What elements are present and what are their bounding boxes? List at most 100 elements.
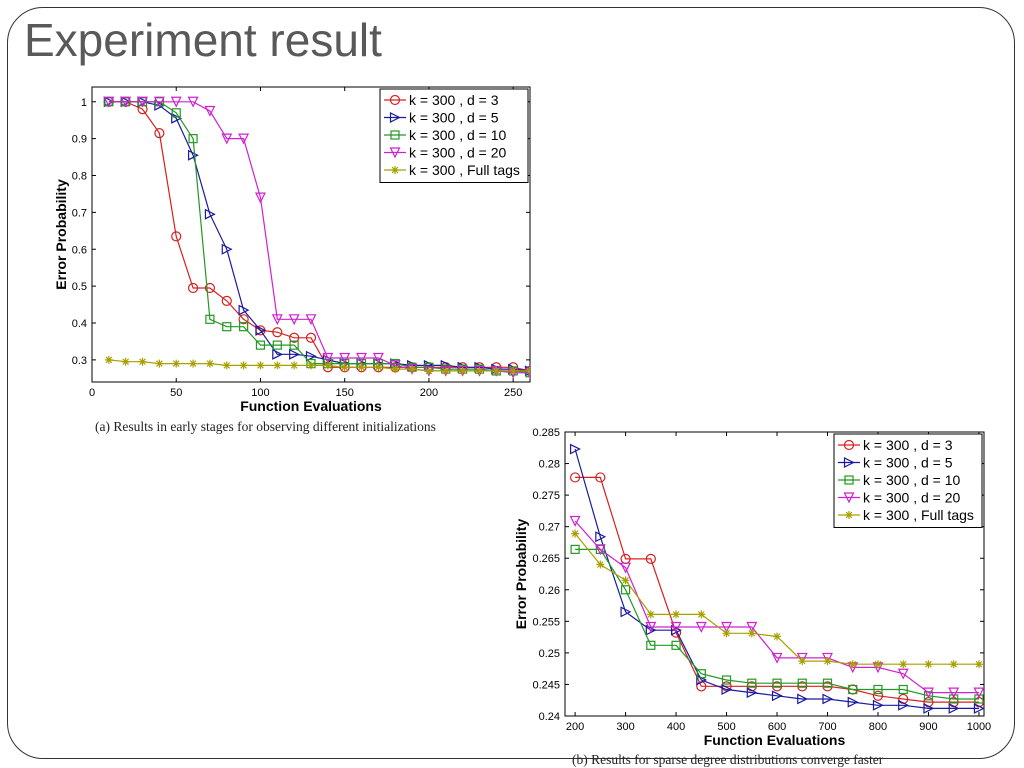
chart-b-x-tick-label: 900 bbox=[919, 721, 937, 733]
chart-b-y-tick-label: 0.26 bbox=[539, 585, 560, 597]
chart-b-series-4-point bbox=[922, 687, 934, 699]
chart-b-series-5 bbox=[571, 529, 983, 669]
chart-a-x-tick-label: 200 bbox=[420, 387, 438, 399]
chart-b-series-4-point bbox=[695, 621, 707, 633]
chart-b-series-2-point bbox=[898, 699, 910, 711]
chart-a-series-4-point bbox=[372, 352, 384, 364]
chart-b-legend-entry: k = 300 , d = 3 bbox=[863, 437, 953, 453]
chart-b-series-4-point bbox=[620, 562, 632, 574]
chart-a-series-5-point bbox=[458, 366, 467, 375]
chart-b-series-3-point bbox=[671, 640, 681, 650]
caption-early-stages: (a) Results in early stages for observin… bbox=[95, 419, 436, 434]
chart-b-series-5-point bbox=[697, 610, 706, 619]
chart-b-series-3-point bbox=[974, 694, 984, 704]
chart-a-series-5-point bbox=[509, 366, 518, 375]
chart-b-series-2-point bbox=[973, 702, 984, 714]
chart-b-x-tick-label: 400 bbox=[667, 721, 685, 733]
chart-a-series-5 bbox=[104, 355, 530, 375]
chart-a-series-5-point bbox=[273, 361, 282, 370]
chart-a-series-4-point bbox=[389, 360, 401, 372]
chart-b-series-3-point bbox=[721, 675, 732, 685]
chart-a-series-2-point bbox=[272, 348, 284, 360]
chart-b-y-tick-label: 0.275 bbox=[532, 490, 560, 502]
chart-b-series-3-point bbox=[772, 678, 782, 688]
chart-a-series-5-point bbox=[189, 359, 198, 368]
chart-b-series-4-point bbox=[645, 621, 657, 633]
chart-sparse-degree: 200 300 400 500 600 700 800 900 1000 0.24 0.245 0.2… bbox=[513, 427, 991, 748]
chart-b-series-5-point bbox=[571, 529, 580, 538]
chart-b-series-5-point bbox=[823, 657, 832, 666]
chart-b-series-5-point bbox=[747, 629, 756, 638]
chart-b-x-tick-label: 300 bbox=[616, 721, 634, 733]
chart-a-series-3-point bbox=[205, 314, 215, 324]
chart-a-legend-entry: k = 300 , d = 5 bbox=[409, 110, 499, 126]
chart-a-legend-entry: k = 300 , Full tags bbox=[409, 162, 520, 178]
chart-b-x-axis-label: Function Evaluations bbox=[704, 732, 846, 748]
chart-b-series-4-line bbox=[574, 520, 979, 694]
chart-a-series-5-point bbox=[256, 361, 265, 370]
chart-a-series-2-point bbox=[289, 348, 300, 360]
chart-b-y-axis-label: Error Probability bbox=[513, 519, 529, 630]
chart-b-series-3-point bbox=[620, 585, 631, 595]
chart-b-y-tick-label: 0.25 bbox=[539, 648, 560, 660]
chart-a-x-tick-label: 0 bbox=[89, 387, 95, 399]
chart-b-series-2-point bbox=[948, 702, 960, 714]
chart-b-series-2-point bbox=[595, 531, 607, 543]
chart-b-x-tick-label: 600 bbox=[768, 721, 786, 733]
chart-b-x-tick-label: 700 bbox=[818, 721, 836, 733]
chart-a-series-5-point bbox=[121, 357, 130, 366]
chart-a-series-4-point bbox=[339, 352, 351, 364]
chart-a-series-5-point bbox=[172, 359, 181, 368]
chart-b-series-3 bbox=[570, 544, 984, 704]
chart-b-series-2-line bbox=[574, 448, 979, 709]
chart-b-series-3-point bbox=[822, 678, 833, 688]
chart-b-series-4-point bbox=[594, 544, 606, 556]
chart-a-series-2-point bbox=[255, 324, 267, 336]
chart-a-series-3-point bbox=[239, 322, 249, 332]
chart-b-y-tick-label: 0.24 bbox=[539, 711, 560, 723]
chart-b-series-1-point bbox=[872, 690, 884, 701]
chart-a-series-4-point bbox=[187, 96, 199, 108]
chart-b-series-3-point bbox=[747, 678, 757, 688]
chart-a-series-3-point bbox=[255, 340, 266, 350]
chart-b-series-4 bbox=[569, 515, 984, 699]
chart-a-legend-marker bbox=[389, 112, 401, 123]
chart-a-series-5-point bbox=[205, 359, 214, 368]
chart-b-series-2-point bbox=[620, 606, 632, 618]
chart-a-series-5-point bbox=[138, 357, 147, 366]
chart-a-series-1-point bbox=[272, 327, 283, 338]
chart-b-series-5-point bbox=[873, 660, 882, 669]
chart-a-series-1-point bbox=[221, 295, 232, 306]
chart-a-series-5-point bbox=[340, 363, 349, 372]
chart-a-series-3-point bbox=[272, 340, 282, 350]
chart-b-series-2-point bbox=[569, 443, 581, 455]
chart-a-series-1-point bbox=[204, 282, 216, 294]
chart-b-series-3-point bbox=[848, 684, 858, 695]
chart-a-series-5-point bbox=[239, 361, 248, 370]
chart-b-series-5-point bbox=[848, 660, 857, 669]
chart-a-legend-marker bbox=[391, 166, 399, 174]
chart-b-series-4-point bbox=[721, 621, 733, 633]
chart-a-series-3-point bbox=[289, 340, 299, 350]
caption-sparse-degree: (b) Results for sparse degree distributi… bbox=[572, 752, 884, 767]
chart-a-series-4-point bbox=[153, 96, 165, 108]
chart-a-series-5-point bbox=[492, 366, 501, 375]
chart-b-series-3-point bbox=[923, 691, 934, 701]
chart-b-legend-box bbox=[833, 433, 983, 528]
chart-a-series-4-point bbox=[137, 96, 149, 108]
chart-b-series-5-point bbox=[646, 610, 655, 619]
chart-b-x-tick-label: 500 bbox=[717, 721, 735, 733]
chart-a-series-4-point bbox=[170, 96, 182, 108]
chart-early-stages: 0 50 100 150 200 250 0.3 0.4 0.5 0.6 0.7 0.8 0.9 1 Fun… bbox=[53, 86, 531, 414]
chart-a-series-4-point bbox=[288, 314, 300, 326]
chart-a-x-axis-label: Function Evaluations bbox=[240, 398, 382, 414]
chart-a-legend-marker bbox=[389, 94, 401, 106]
chart-b-legend-marker bbox=[843, 439, 855, 451]
chart-a-series-1-point bbox=[305, 332, 317, 343]
chart-a-series-1-point bbox=[154, 127, 165, 139]
chart-a-series-2-point bbox=[187, 149, 199, 161]
chart-b-series-2 bbox=[569, 443, 984, 714]
chart-b-series-2-point bbox=[822, 693, 834, 705]
chart-a-series-1-point bbox=[187, 282, 199, 294]
chart-a-series-3-point bbox=[222, 322, 232, 332]
